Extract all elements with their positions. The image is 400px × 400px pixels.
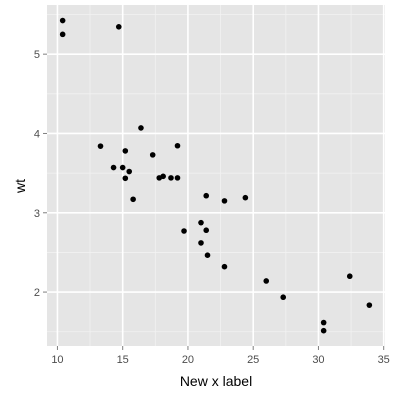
data-point bbox=[156, 175, 163, 181]
data-point bbox=[204, 252, 211, 258]
y-axis-ticks: 2 3 4 5 bbox=[34, 49, 47, 299]
data-point bbox=[130, 196, 136, 203]
x-tick-label: 30 bbox=[312, 354, 324, 366]
data-point bbox=[198, 240, 204, 246]
x-tick-label: 15 bbox=[117, 354, 129, 366]
data-point bbox=[174, 142, 181, 149]
data-point bbox=[122, 175, 129, 182]
data-point bbox=[59, 31, 66, 38]
panel-background bbox=[47, 5, 385, 346]
data-point bbox=[198, 219, 204, 226]
data-point bbox=[115, 24, 122, 30]
y-tick-label: 3 bbox=[34, 208, 40, 220]
y-axis-title: wt bbox=[12, 179, 28, 194]
x-tick-label: 10 bbox=[51, 354, 63, 366]
data-point bbox=[149, 152, 156, 158]
x-tick-label: 25 bbox=[247, 354, 259, 366]
data-point bbox=[59, 17, 66, 24]
data-point bbox=[366, 302, 373, 308]
data-point bbox=[221, 263, 228, 270]
minor-grid bbox=[47, 5, 385, 346]
x-axis-title: New x label bbox=[180, 373, 252, 389]
data-point bbox=[168, 175, 174, 181]
y-tick-label: 2 bbox=[34, 287, 40, 299]
data-point bbox=[181, 228, 187, 234]
data-point bbox=[242, 194, 249, 201]
y-tick-label: 5 bbox=[34, 49, 40, 61]
data-point bbox=[280, 294, 287, 301]
x-tick-label: 20 bbox=[182, 354, 194, 366]
data-point bbox=[320, 319, 327, 326]
y-tick-label: 4 bbox=[34, 128, 40, 140]
data-point bbox=[97, 143, 104, 149]
data-point bbox=[263, 278, 270, 284]
data-point bbox=[221, 198, 228, 204]
data-point bbox=[110, 164, 117, 171]
data-point bbox=[203, 192, 210, 199]
data-point bbox=[346, 273, 353, 280]
data-point bbox=[174, 175, 181, 181]
data-point bbox=[126, 168, 133, 175]
data-point bbox=[138, 125, 144, 131]
data-point bbox=[119, 164, 126, 171]
major-grid bbox=[47, 5, 385, 346]
x-tick-label: 35 bbox=[378, 354, 390, 366]
data-point bbox=[320, 327, 327, 334]
data-point bbox=[122, 148, 129, 154]
data-point bbox=[203, 227, 210, 234]
x-axis-ticks: 10 15 20 25 30 35 bbox=[51, 346, 390, 366]
data-points bbox=[59, 17, 373, 334]
